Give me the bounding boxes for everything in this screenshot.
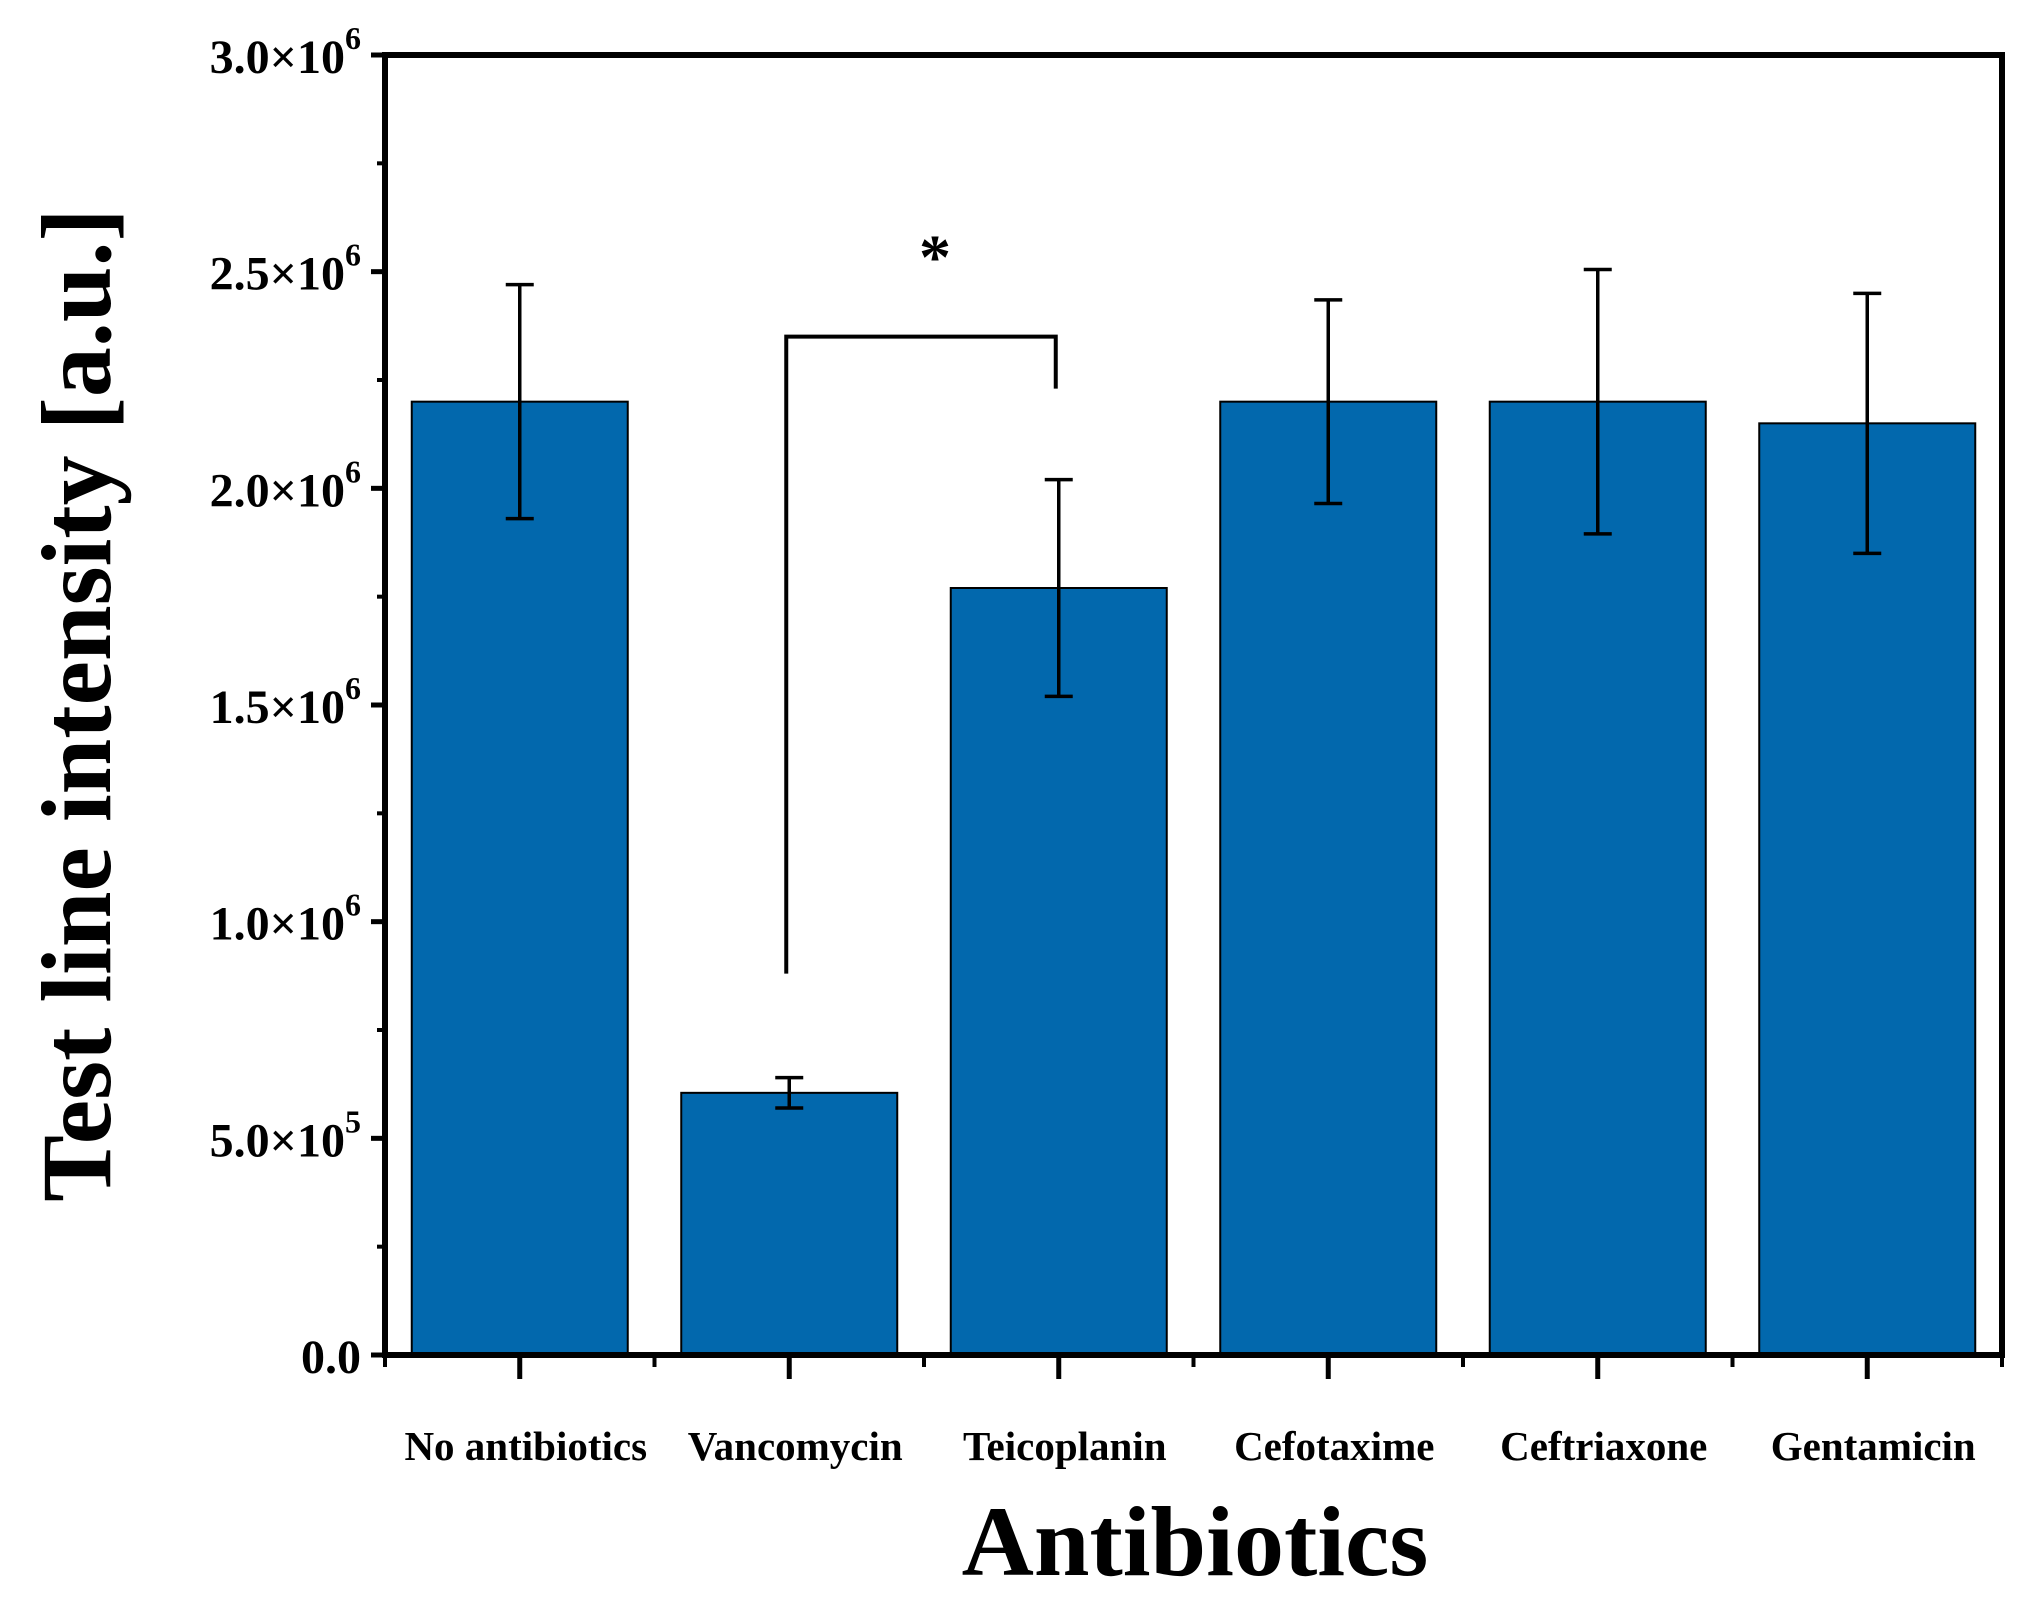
error-bar (1853, 291, 1882, 556)
error-bars (505, 267, 1882, 1110)
bar (680, 1091, 899, 1357)
y-tick-label: 1.0×106 (210, 887, 361, 951)
x-tick-label: Teicoplanin (963, 1423, 1167, 1469)
y-tick-label: 0.0 (301, 1331, 361, 1384)
x-tick-label: Ceftriaxone (1500, 1423, 1707, 1469)
x-tick-label: Cefotaxime (1234, 1423, 1434, 1469)
error-bar (1044, 477, 1073, 699)
bar (1488, 400, 1707, 1356)
y-tick-label: 3.0×106 (210, 20, 361, 84)
bar (949, 587, 1168, 1356)
bar (410, 400, 629, 1356)
x-tick-label: Gentamicin (1771, 1423, 1976, 1469)
y-axis-title: Test line intensity [a.u.] (21, 208, 132, 1202)
error-bar (775, 1075, 804, 1110)
x-axis-ticks: No antibiotics Vancomycin Teicoplanin Cefot… (383, 1355, 2004, 1469)
x-tick-label: No antibiotics (404, 1423, 647, 1469)
x-axis-title: Antibiotics (962, 1486, 1429, 1597)
significance-star: * (919, 222, 951, 293)
y-tick-label: 2.0×106 (210, 453, 361, 517)
bar (1219, 400, 1438, 1356)
y-tick-label: 2.5×106 (210, 237, 361, 301)
y-axis-ticks: 0.0 5.0×105 1.0×106 1.5×106 2.0×106 2.5×106 3.… (210, 20, 385, 1384)
significance-annotation: * (784, 222, 1058, 974)
bars (410, 400, 1977, 1357)
significance-bracket (784, 334, 1058, 974)
y-tick-label: 5.0×105 (210, 1103, 361, 1167)
x-tick-label: Vancomycin (688, 1423, 903, 1469)
bar (1758, 422, 1977, 1357)
error-bar (1583, 267, 1612, 536)
error-bar (505, 282, 534, 521)
error-bar (1314, 298, 1343, 506)
y-tick-label: 1.5×106 (210, 670, 361, 734)
